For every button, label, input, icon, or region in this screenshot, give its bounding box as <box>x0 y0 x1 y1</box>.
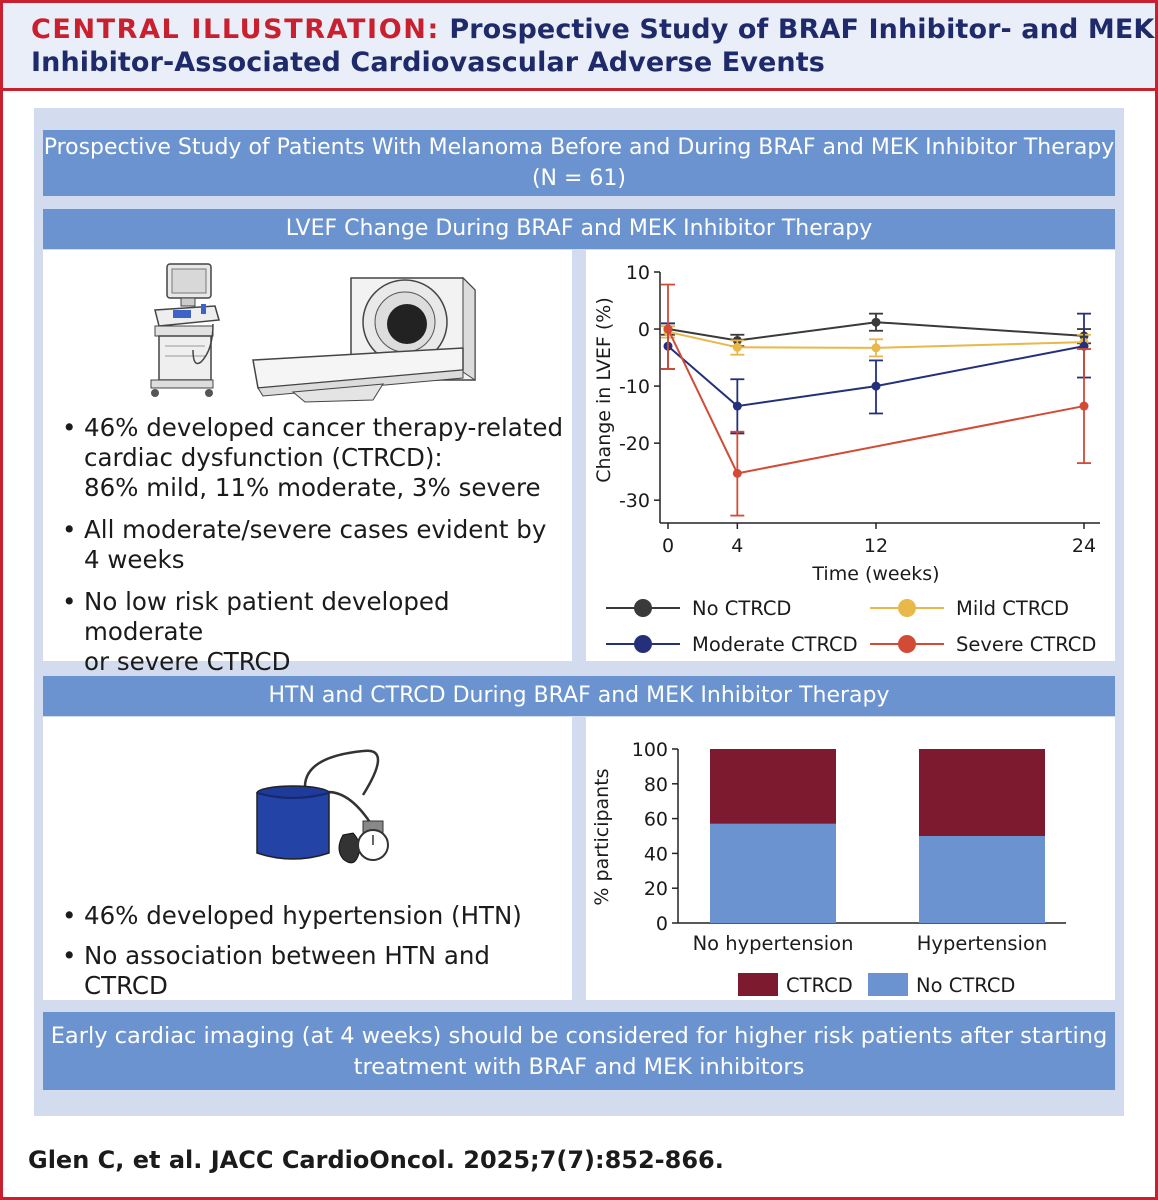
mild-ctrcd-point <box>871 343 881 353</box>
mild-ctrcd-legend-marker <box>898 599 916 617</box>
htn-stacked-bar-chart: % participants 100 80 60 40 20 0 No hypertensi… <box>591 739 1066 997</box>
htn-y-tick-label: 100 <box>632 739 668 761</box>
conclusion-line-2: treatment with BRAF and MEK inhibitors <box>353 1054 805 1080</box>
moderate-ctrcd-legend-label: Moderate CTRCD <box>692 633 858 656</box>
ctrcd-bar-0 <box>710 749 836 824</box>
no-ctrcd-line <box>667 321 1085 342</box>
citation: Glen C, et al. JACC CardioOncol. 2025;7(… <box>28 1146 724 1174</box>
moderate-ctrcd-legend-marker <box>634 635 652 653</box>
moderate-ctrcd-point <box>732 401 742 411</box>
no-ctrcd-legend-marker <box>634 599 652 617</box>
lvef-y-tick-label: -20 <box>619 433 650 455</box>
severe-ctrcd-point <box>732 468 742 478</box>
lvef-bullets: 46% developed cancer therapy-related car… <box>62 413 567 689</box>
lvef-bullet-2-line-1: All moderate/severe cases evident by <box>84 515 547 544</box>
mild-ctrcd-legend-label: Mild CTRCD <box>956 597 1069 620</box>
lvef-y-tick-label: -10 <box>619 376 650 398</box>
lvef-bullet-ctrcd: 46% developed cancer therapy-related car… <box>62 413 567 503</box>
no-ctrcd-bar-0 <box>710 823 836 923</box>
htn-info-box: 46% developed hypertension (HTN) No asso… <box>43 717 572 1000</box>
htn-category-label: Hypertension <box>917 932 1047 955</box>
htn-section-title: HTN and CTRCD During BRAF and MEK Inhibi… <box>43 676 1115 716</box>
htn-category-label: No hypertension <box>693 932 854 955</box>
blood-pressure-cuff-icon <box>256 749 389 864</box>
lvef-bullet-2-line-2: 4 weeks <box>84 545 185 574</box>
lvef-bullet-3-line-1: No low risk patient developed moderate <box>84 587 450 646</box>
study-banner-line-2: (N = 61) <box>531 166 627 191</box>
conclusion-banner: Early cardiac imaging (at 4 weeks) shoul… <box>43 1012 1115 1090</box>
htn-bullet-incidence: 46% developed hypertension (HTN) <box>62 901 567 931</box>
study-banner: Prospective Study of Patients With Melan… <box>43 130 1115 196</box>
lvef-bullet-1-line-1: 46% developed cancer therapy-related <box>84 413 564 442</box>
lvef-x-tick-label: 4 <box>731 535 743 557</box>
lvef-x-axis-label: Time (weeks) <box>811 563 939 585</box>
bp-cuff-illustration <box>256 749 389 864</box>
lvef-y-tick-label: 0 <box>638 319 650 341</box>
htn-y-tick-label: 40 <box>644 843 668 865</box>
study-banner-line-1: Prospective Study of Patients With Melan… <box>43 135 1115 160</box>
ctrcd-legend-swatch <box>738 973 778 996</box>
lvef-bullet-1-line-3: 86% mild, 11% moderate, 3% severe <box>84 473 541 502</box>
no-ctrcd-point <box>871 317 881 327</box>
moderate-ctrcd-line <box>667 345 1085 408</box>
no-ctrcd-legend-label: No CTRCD <box>916 974 1015 997</box>
lvef-bullet-1-line-2: cardiac dysfunction (CTRCD): <box>84 443 443 472</box>
lvef-line-chart: Change in LVEF (%) Time (weeks) 10 0 -10 -2… <box>593 262 1100 656</box>
title-line-1: Prospective Study of BRAF Inhibitor- and… <box>449 14 1155 45</box>
mild-ctrcd-point <box>732 342 742 352</box>
htn-bullet-association: No association between HTN and CTRCD <box>62 941 567 1001</box>
htn-chart-box: % participants 100 80 60 40 20 0 No hypertensi… <box>586 717 1115 1000</box>
lvef-bullet-timing: All moderate/severe cases evident by 4 w… <box>62 515 567 575</box>
severe-ctrcd-legend-label: Severe CTRCD <box>956 633 1096 656</box>
conclusion-line-1: Early cardiac imaging (at 4 weeks) shoul… <box>50 1023 1108 1049</box>
central-illustration-tag: CENTRAL ILLUSTRATION: <box>31 14 440 45</box>
lvef-y-tick-label: 10 <box>626 262 650 284</box>
htn-y-tick-label: 0 <box>656 913 668 935</box>
header: CENTRAL ILLUSTRATION: Prospective Study … <box>3 3 1155 91</box>
htn-y-axis-label: % participants <box>591 768 613 905</box>
header-line-1: CENTRAL ILLUSTRATION: Prospective Study … <box>31 13 1155 46</box>
lvef-info-box: 46% developed cancer therapy-related car… <box>43 250 572 676</box>
lvef-x-tick-label: 24 <box>1072 535 1096 557</box>
no-ctrcd-legend-label: No CTRCD <box>692 597 791 620</box>
htn-y-tick-label: 80 <box>644 774 668 796</box>
htn-bullets: 46% developed hypertension (HTN) No asso… <box>62 901 567 1013</box>
severe-ctrcd-legend-marker <box>898 635 916 653</box>
title-line-2: Inhibitor-Associated Cardiovascular Adve… <box>31 47 825 78</box>
severe-ctrcd-point <box>663 324 673 334</box>
htn-y-tick-label: 20 <box>644 878 668 900</box>
severe-ctrcd-point <box>1079 401 1089 411</box>
lvef-bullet-low-risk: No low risk patient developed moderate o… <box>62 587 567 677</box>
ctrcd-legend-label: CTRCD <box>786 974 853 997</box>
echocardiography-machine-icon <box>150 263 220 397</box>
lvef-y-tick-label: -30 <box>619 490 650 512</box>
htn-y-tick-label: 60 <box>644 809 668 831</box>
lvef-bullet-3-line-2: or severe CTRCD <box>84 647 291 676</box>
lvef-y-axis-label: Change in LVEF (%) <box>593 297 615 483</box>
lvef-x-tick-label: 12 <box>864 535 888 557</box>
no-ctrcd-bar-1 <box>919 836 1045 923</box>
ctrcd-bar-1 <box>919 749 1045 836</box>
lvef-chart-box: Change in LVEF (%) Time (weeks) 10 0 -10 -2… <box>586 250 1115 661</box>
mild-ctrcd-line <box>667 330 1085 349</box>
moderate-ctrcd-point <box>871 381 881 391</box>
no-ctrcd-legend-swatch <box>868 973 908 996</box>
lvef-section-title: LVEF Change During BRAF and MEK Inhibito… <box>43 209 1115 249</box>
ct-scanner-icon <box>252 276 476 403</box>
lvef-x-tick-label: 0 <box>662 535 674 557</box>
imaging-illustration <box>150 263 476 403</box>
